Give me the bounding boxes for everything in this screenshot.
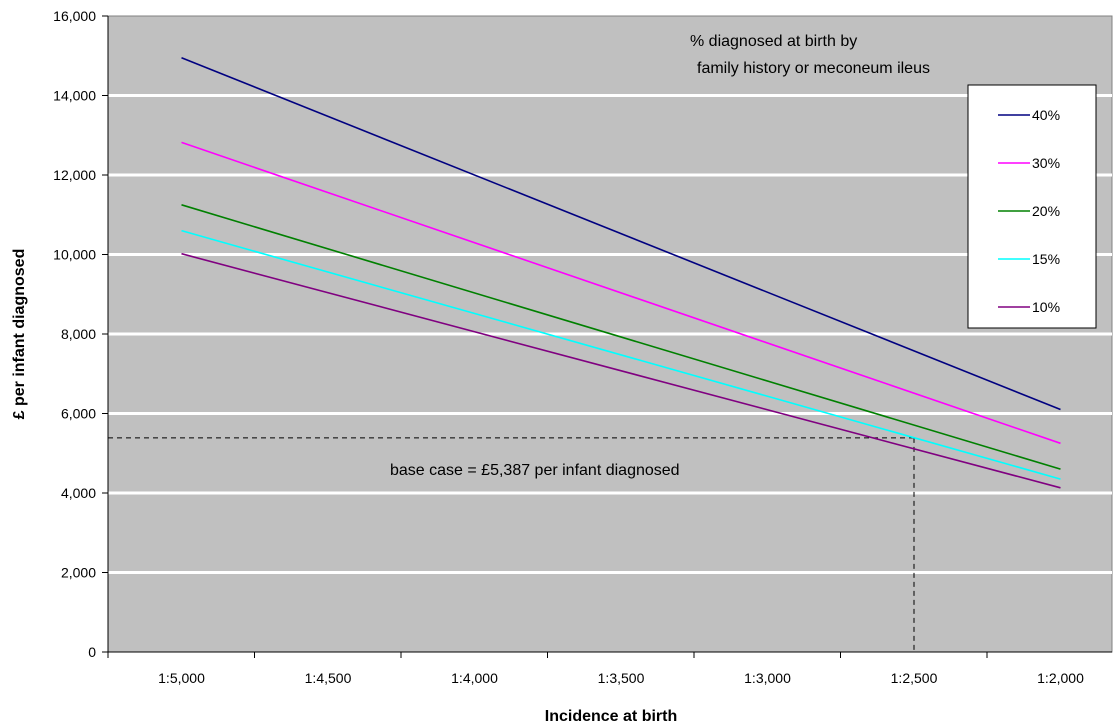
legend-label: 40% (1032, 107, 1060, 123)
legend-label: 15% (1032, 251, 1060, 267)
x-tick-label: 1:5,000 (158, 670, 205, 686)
series-lines (181, 56, 1061, 489)
series-line-10-pct (181, 252, 1061, 489)
y-axis-title: £ per infant diagnosed (11, 249, 28, 420)
x-tick-label: 1:2,000 (1037, 670, 1084, 686)
legend-label: 20% (1032, 203, 1060, 219)
x-tick-label: 1:4,000 (451, 670, 498, 686)
x-tick-label: 1:2,500 (891, 670, 938, 686)
y-tick-label: 4,000 (61, 485, 96, 501)
x-axis: 1:5,000 1:4,500 1:4,000 1:3,500 1:3,000 1:2,5… (107, 651, 1112, 686)
y-tick-label: 2,000 (61, 565, 96, 581)
legend: 40% 30% 20% 15% 10% (967, 84, 1097, 329)
base-case-annotation: base case = £5,387 per infant diagnosed (390, 462, 680, 479)
y-axis: 0 2,000 4,000 6,000 8,000 10,000 12,000 14,000 1… (53, 8, 109, 660)
series-line-40-pct (181, 56, 1061, 411)
y-tick-label: 0 (88, 644, 96, 660)
series-line-15-pct (181, 229, 1061, 480)
y-tick-label: 10,000 (53, 247, 96, 263)
legend-title-line-2: family history or meconeum ileus (697, 60, 930, 77)
x-tick-label: 1:3,000 (744, 670, 791, 686)
x-tick-label: 1:4,500 (305, 670, 352, 686)
y-tick-label: 12,000 (53, 167, 96, 183)
legend-label: 10% (1032, 299, 1060, 315)
y-tick-label: 14,000 (53, 88, 96, 104)
legend-label: 30% (1032, 155, 1060, 171)
y-tick-label: 8,000 (61, 326, 96, 342)
series-line-30-pct (181, 141, 1061, 445)
x-axis-title: Incidence at birth (545, 708, 677, 725)
x-tick-label: 1:3,500 (598, 670, 645, 686)
legend-title-line-1: % diagnosed at birth by (690, 33, 857, 50)
gridlines (108, 94, 1112, 574)
y-tick-label: 16,000 (53, 8, 96, 24)
series-line-20-pct (181, 204, 1061, 470)
y-tick-label: 6,000 (61, 406, 96, 422)
legend-box (967, 84, 1097, 329)
